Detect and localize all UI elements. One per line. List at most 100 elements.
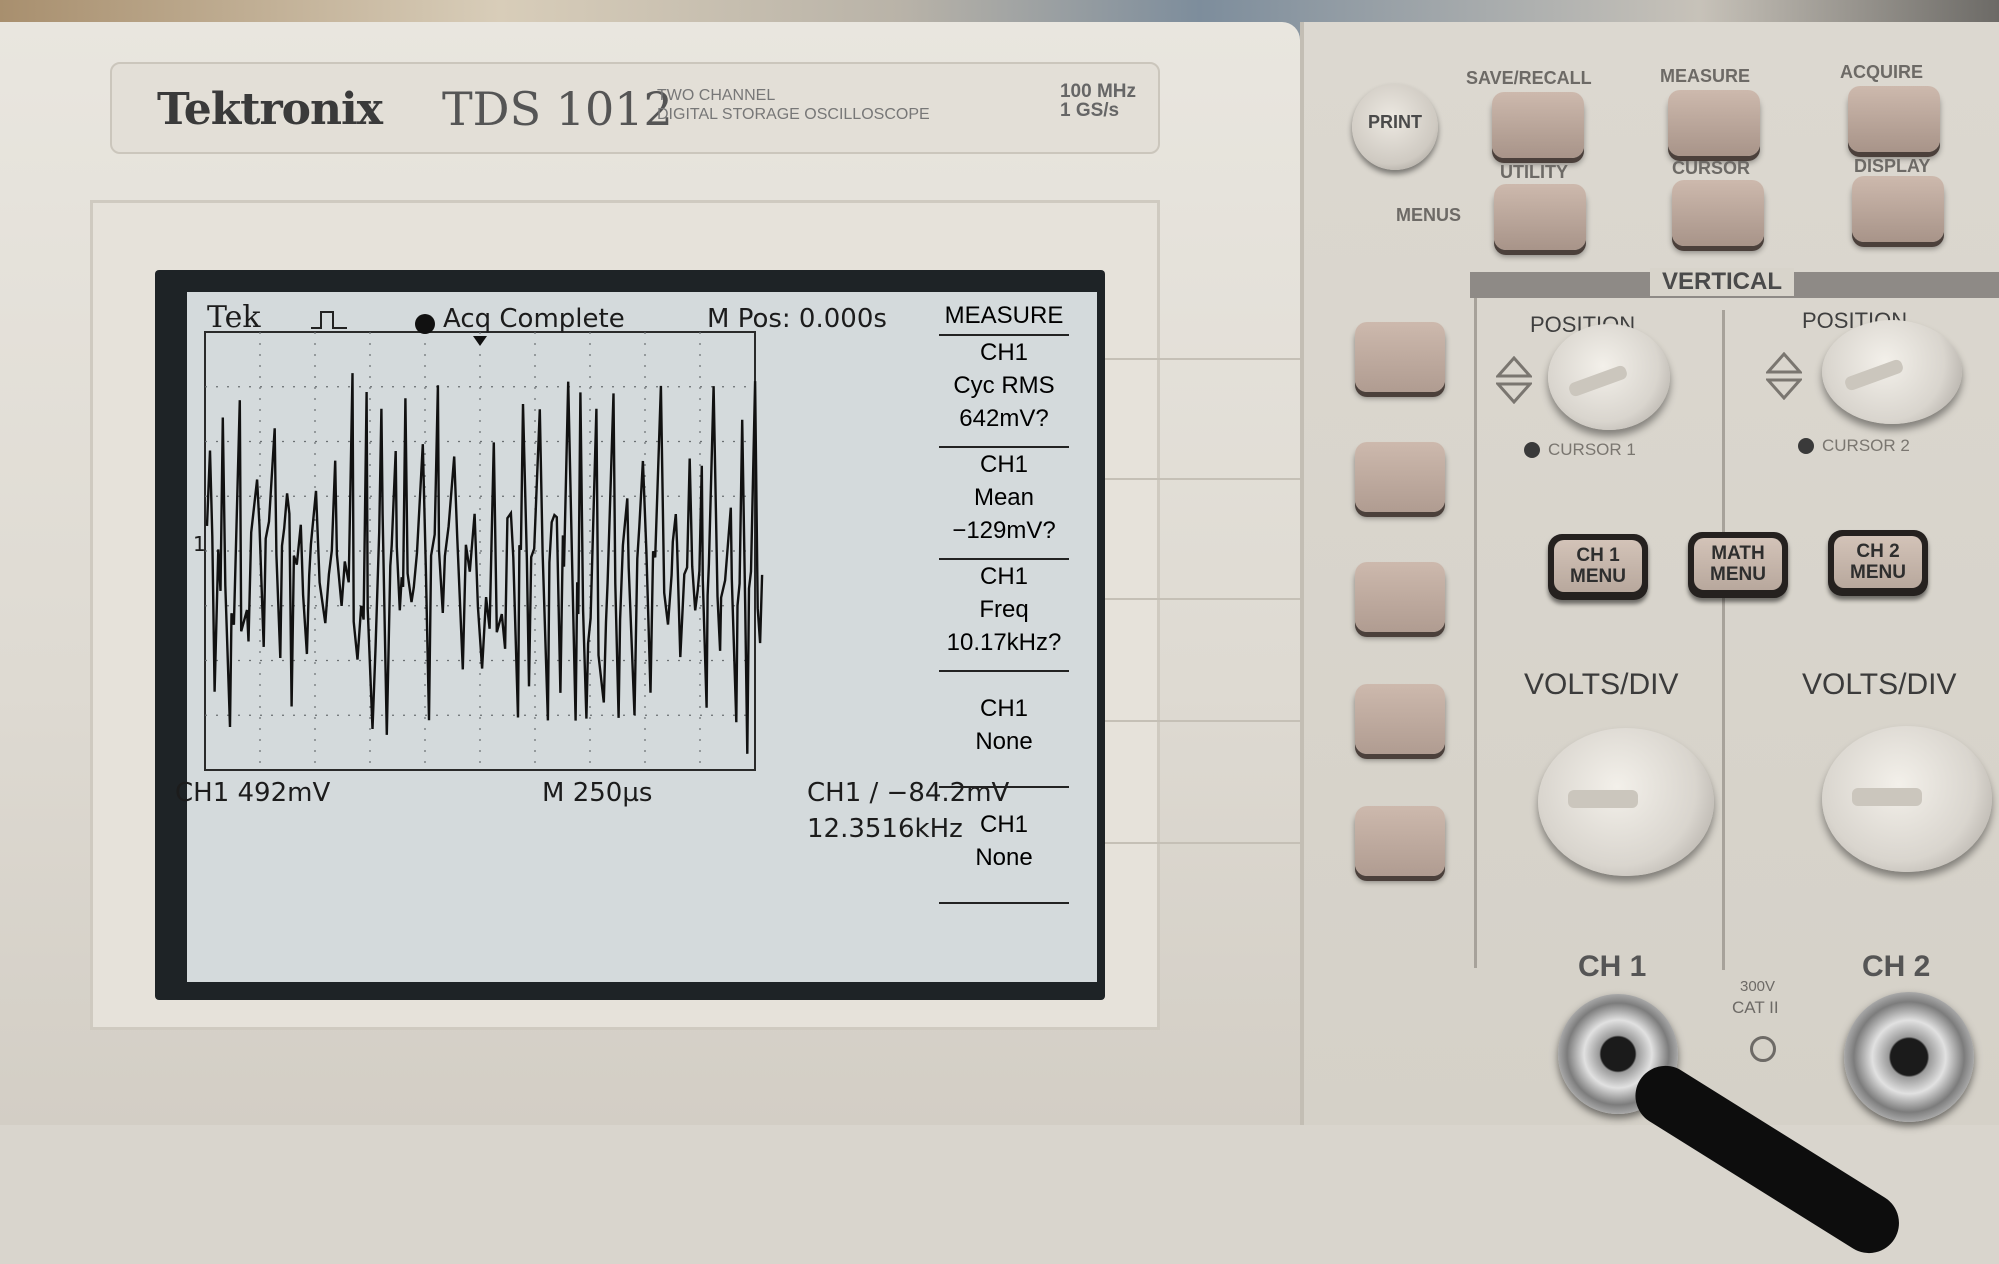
model-description: TWO CHANNEL DIGITAL STORAGE OSCILLOSCOPE [657,86,930,124]
measure-label: MEASURE [1660,66,1751,86]
save-recall-button[interactable] [1492,92,1584,158]
ch1-volts-div-knob[interactable] [1538,728,1714,876]
menu-divider [939,786,1069,788]
acquire-label: ACQUIRE [1840,62,1924,82]
up-down-arrow-icon [1496,356,1532,404]
ch1-input-label: CH 1 [1578,950,1647,983]
brand-bar: Tektronix TDS 1012 TWO CHANNEL DIGITAL S… [110,62,1160,154]
waveform-trace [205,373,764,754]
timebase: M 250µs [542,778,653,808]
ch1-waveform-line [205,373,764,754]
menu-divider [939,334,1069,336]
ch2-bnc-connector[interactable] [1844,992,1974,1122]
measure-menu: MEASURE CH1 Cyc RMS 642mV? CH1 Mean −129… [939,302,1069,962]
description-line2: DIGITAL STORAGE OSCILLOSCOPE [657,106,930,123]
math-menu-button[interactable]: MATH MENU [1688,532,1788,598]
acq-status: Acq Complete [443,304,625,334]
acquire-button[interactable] [1848,86,1940,152]
print-label: PRINT [1368,112,1422,132]
measure-menu-title: MEASURE [944,302,1064,329]
trigger-level: CH1 ∕ −84.2mV [807,778,1010,808]
ch2-volts-div-label: VOLTS/DIV [1802,668,1957,701]
tek-label: Tek [207,300,261,335]
ch1-position-knob[interactable] [1548,324,1670,430]
spec-sample-rate: 1 GS/s [1059,100,1120,121]
cursor-label: CURSOR [1672,158,1751,178]
measure-slot-1[interactable]: CH1 Cyc RMS 642mV? [939,336,1069,435]
cursor2-indicator-icon [1798,438,1814,454]
graticule-grid [204,331,756,771]
trigger-position-marker [473,336,487,346]
option-button-guide [1105,720,1355,722]
option-button-4[interactable] [1355,684,1445,754]
display-button[interactable] [1852,176,1944,242]
measure-slot-1-source: CH1 [979,339,1028,366]
model-spec: 100 MHz 1 GS/s [1060,82,1136,120]
spec-bandwidth: 100 MHz [1059,81,1136,102]
trigger-frequency: 12.3516kHz [807,814,963,844]
measure-slot-2-value: −129mV? [952,517,1056,544]
trigger-pulse-icon [311,311,347,329]
ch1-menu-button[interactable]: CH 1 MENU [1548,534,1648,600]
option-button-guide [1105,478,1355,480]
measure-slot-1-value: 642mV? [959,405,1049,432]
acq-status-dot [415,314,435,334]
ch2-menu-label: CH 2 MENU [1834,536,1922,588]
cursor1-label: CURSOR 1 [1548,440,1636,459]
measure-slot-3-source: CH1 [979,563,1028,590]
measure-slot-3-value: 10.17kHz? [946,629,1062,656]
utility-label: UTILITY [1500,162,1568,182]
display-label: DISPLAY [1854,156,1931,176]
measure-slot-5-source: CH1 [979,811,1028,838]
measure-slot-5-type: None [975,844,1033,871]
display-screen: Tek Acq Complete M Pos: 0.000s 1 CH1 492… [155,270,1105,1000]
cat-rating-line2: CAT II [1732,998,1779,1017]
option-button-1[interactable] [1355,322,1445,392]
measure-slot-3[interactable]: CH1 Freq 10.17kHz? [939,560,1069,659]
cat-rating-line1: 300V [1740,978,1776,995]
up-down-arrow-icon [1766,352,1802,400]
section-divider [1722,310,1725,970]
measure-slot-4[interactable]: CH1 None [939,692,1069,758]
ch2-menu-button[interactable]: CH 2 MENU [1828,530,1928,596]
measure-slot-2[interactable]: CH1 Mean −129mV? [939,448,1069,547]
waveform-display [204,331,764,771]
measure-slot-1-type: Cyc RMS [953,372,1055,399]
brand-logo: Tektronix [157,84,383,135]
vertical-title: VERTICAL [1650,268,1794,296]
measure-slot-5[interactable]: CH1 None [939,808,1069,874]
measure-slot-3-type: Freq [979,596,1029,623]
measure-slot-4-type: None [975,728,1033,755]
option-button-2[interactable] [1355,442,1445,512]
lcd-display: Tek Acq Complete M Pos: 0.000s 1 CH1 492… [175,292,1097,982]
ch2-position-knob[interactable] [1822,320,1962,424]
option-button-guide [1105,358,1355,360]
cursor1-indicator-icon [1524,442,1540,458]
ch2-volts-div-knob[interactable] [1822,726,1992,872]
model-name: TDS 1012 [442,82,673,136]
description-line1: TWO CHANNEL [657,87,776,104]
option-button-guide [1105,842,1355,844]
menu-divider [939,902,1069,904]
menu-divider [939,670,1069,672]
option-button-3[interactable] [1355,562,1445,632]
section-divider [1474,298,1477,968]
option-button-guide [1105,598,1355,600]
menu-divider [939,446,1069,448]
menus-label: MENUS [1396,205,1462,225]
cursor-button[interactable] [1672,180,1764,246]
measure-button[interactable] [1668,90,1760,156]
ground-symbol-icon [1750,1036,1776,1062]
ch1-ground-marker: 1 [193,532,206,556]
ch1-scale: CH1 492mV [175,778,331,808]
measure-slot-2-type: Mean [973,484,1035,511]
measure-slot-4-source: CH1 [979,695,1028,722]
measure-slot-2-source: CH1 [979,451,1028,478]
utility-button[interactable] [1494,184,1586,250]
print-button[interactable]: PRINT [1352,84,1438,170]
ch1-menu-label: CH 1 MENU [1554,540,1642,592]
save-recall-label: SAVE/RECALL [1466,68,1592,88]
option-button-5[interactable] [1355,806,1445,876]
cursor2-label: CURSOR 2 [1822,436,1910,455]
ch2-input-label: CH 2 [1862,950,1931,983]
